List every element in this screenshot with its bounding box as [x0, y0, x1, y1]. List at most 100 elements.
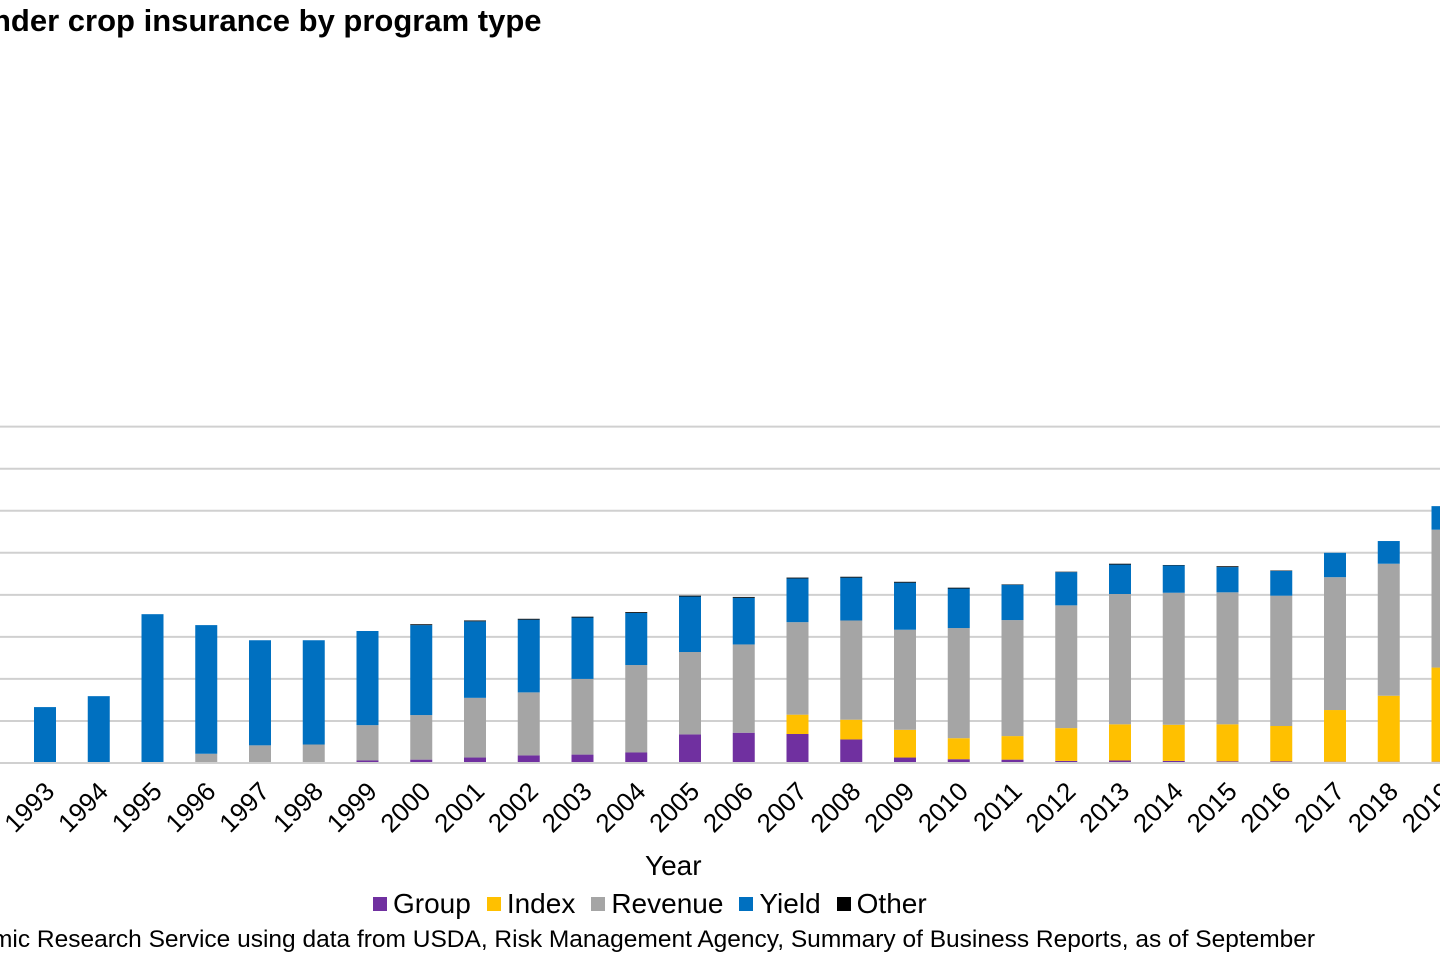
bar-group-2014[interactable] [1162, 760, 1185, 763]
bar-yield-2008[interactable] [840, 577, 863, 621]
bar-index-2013[interactable] [1109, 724, 1131, 761]
bar-group-2001[interactable] [464, 757, 486, 763]
bar-yield-1993[interactable] [34, 707, 56, 763]
bar-revenue-1999[interactable] [356, 725, 379, 761]
bar-revenue-2014[interactable] [1162, 592, 1185, 725]
bar-revenue-2005[interactable] [679, 652, 701, 735]
bar-other-2003[interactable] [571, 616, 594, 618]
bar-group-2013[interactable] [1109, 760, 1131, 763]
bar-revenue-2019[interactable] [1431, 529, 1440, 668]
bar-revenue-2006[interactable] [732, 644, 755, 733]
bar-group-2008[interactable] [840, 739, 863, 763]
bar-group-2012[interactable] [1055, 760, 1078, 763]
bar-index-2010[interactable] [947, 738, 970, 760]
bar-yield-2001[interactable] [464, 621, 486, 698]
bar-index-2015[interactable] [1216, 724, 1239, 762]
bar-other-2002[interactable] [517, 618, 540, 620]
bar-group-2010[interactable] [947, 759, 970, 763]
bar-group-2004[interactable] [625, 752, 648, 763]
bar-revenue-1997[interactable] [249, 745, 271, 763]
bar-yield-2010[interactable] [947, 588, 970, 629]
bar-yield-2017[interactable] [1324, 552, 1346, 578]
bar-yield-2018[interactable] [1377, 541, 1400, 564]
x-tick-label-2011: 2011 [967, 776, 1028, 837]
bar-revenue-2004[interactable] [625, 665, 648, 753]
bar-index-2014[interactable] [1162, 724, 1185, 761]
bar-revenue-2012[interactable] [1055, 605, 1078, 729]
bar-index-2008[interactable] [840, 719, 863, 740]
bar-yield-2016[interactable] [1270, 570, 1293, 596]
legend-item-revenue[interactable]: Revenue [591, 888, 723, 920]
bar-index-2012[interactable] [1055, 728, 1078, 761]
bar-other-2000[interactable] [410, 624, 433, 626]
bar-revenue-1998[interactable] [302, 744, 325, 763]
bar-index-2019[interactable] [1431, 667, 1440, 762]
legend-item-index[interactable]: Index [486, 888, 575, 920]
bar-yield-1996[interactable] [195, 625, 218, 754]
bar-other-2005[interactable] [679, 595, 701, 597]
bar-other-2007[interactable] [786, 577, 809, 579]
bar-index-2016[interactable] [1270, 726, 1293, 762]
bar-revenue-2010[interactable] [947, 628, 970, 739]
bar-other-2006[interactable] [732, 596, 755, 598]
bar-yield-1999[interactable] [356, 630, 379, 726]
bar-revenue-2007[interactable] [786, 622, 809, 715]
bar-yield-2012[interactable] [1055, 572, 1078, 606]
bar-yield-1997[interactable] [249, 640, 271, 746]
bar-yield-1994[interactable] [87, 696, 110, 763]
bar-yield-2000[interactable] [410, 625, 433, 716]
x-tick-label-1997: 1997 [213, 776, 275, 838]
bar-revenue-1996[interactable] [195, 753, 218, 763]
bar-other-2015[interactable] [1216, 566, 1239, 568]
bar-group-2002[interactable] [517, 755, 540, 763]
bar-revenue-2017[interactable] [1324, 577, 1346, 711]
legend-item-group[interactable]: Group [373, 888, 471, 920]
bar-revenue-2016[interactable] [1270, 595, 1293, 727]
bar-yield-2003[interactable] [571, 617, 594, 679]
bar-other-2004[interactable] [625, 612, 648, 613]
bar-other-2010[interactable] [947, 587, 970, 589]
bar-index-2018[interactable] [1377, 695, 1400, 762]
bar-yield-2005[interactable] [679, 596, 701, 653]
bar-group-2005[interactable] [679, 734, 701, 763]
bar-revenue-2018[interactable] [1377, 563, 1400, 696]
bar-group-1999[interactable] [356, 760, 379, 763]
bar-index-2007[interactable] [786, 714, 809, 734]
bar-group-2000[interactable] [410, 759, 433, 763]
bar-other-2013[interactable] [1109, 563, 1131, 565]
bar-group-2006[interactable] [732, 732, 755, 763]
bar-yield-2007[interactable] [786, 578, 809, 623]
bar-other-2001[interactable] [464, 620, 486, 622]
bar-revenue-2003[interactable] [571, 678, 594, 755]
legend-item-other[interactable]: Other [836, 888, 927, 920]
bar-index-2017[interactable] [1324, 710, 1346, 762]
bar-revenue-2001[interactable] [464, 697, 486, 758]
bar-yield-2015[interactable] [1216, 567, 1239, 593]
bar-group-2011[interactable] [1001, 759, 1024, 763]
bar-yield-2006[interactable] [732, 597, 755, 645]
bar-group-2009[interactable] [894, 757, 916, 763]
legend-item-yield[interactable]: Yield [739, 888, 821, 920]
bar-yield-2002[interactable] [517, 619, 540, 693]
bar-yield-1998[interactable] [302, 640, 325, 745]
bar-revenue-2011[interactable] [1001, 620, 1024, 737]
bar-index-2011[interactable] [1001, 736, 1024, 760]
bar-index-2009[interactable] [894, 729, 916, 758]
bar-group-2007[interactable] [786, 733, 809, 763]
bar-yield-2009[interactable] [894, 582, 916, 630]
bar-yield-2013[interactable] [1109, 564, 1131, 594]
bar-yield-2019[interactable] [1431, 506, 1440, 530]
bar-revenue-2009[interactable] [894, 629, 916, 730]
bar-yield-2004[interactable] [625, 612, 648, 666]
bar-revenue-2000[interactable] [410, 715, 433, 760]
bar-group-2003[interactable] [571, 754, 594, 763]
bar-yield-2011[interactable] [1001, 584, 1024, 621]
bar-yield-1995[interactable] [141, 614, 164, 763]
bar-revenue-2015[interactable] [1216, 592, 1239, 725]
bar-revenue-2013[interactable] [1109, 593, 1131, 725]
bar-revenue-2002[interactable] [517, 692, 540, 756]
bar-other-2008[interactable] [840, 576, 863, 578]
bar-other-2009[interactable] [894, 581, 916, 583]
bar-yield-2014[interactable] [1162, 565, 1185, 593]
bar-revenue-2008[interactable] [840, 620, 863, 720]
